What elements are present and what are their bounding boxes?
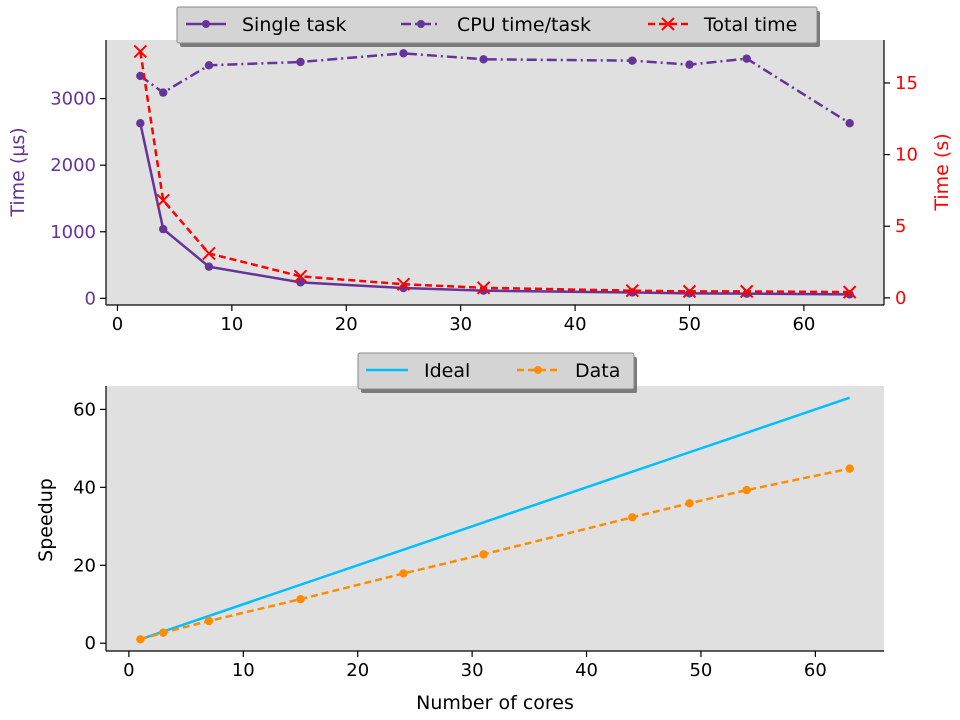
- y-tick-label: 5: [895, 216, 906, 237]
- y-tick-label: 2000: [50, 155, 96, 176]
- x-tick-label: 40: [575, 660, 598, 681]
- data-point-data: [685, 499, 694, 508]
- data-point-cpu-time-per-task: [628, 56, 637, 65]
- series-cpu-time-per-task: [136, 49, 854, 128]
- x-tick-label: 60: [792, 314, 815, 335]
- y-tick-label: 60: [73, 399, 96, 420]
- chart-time: 0 10 20 30 40 50 60 0 1000 2000 3000 Time (μs) 0 5…: [7, 6, 953, 335]
- y-tick-label: 0: [85, 288, 96, 309]
- y-axis-left-time: 0 1000 2000 3000 Time (μs): [7, 40, 107, 309]
- series-total-time: [133, 44, 857, 299]
- data-point-single-task: [296, 278, 305, 287]
- y-axis-right-label: Time (s): [931, 133, 953, 211]
- data-point-total-time: [133, 44, 148, 59]
- x-tick-label: 10: [232, 660, 255, 681]
- x-tick-label: 20: [335, 314, 358, 335]
- y-axis-right-time: 0 5 10 15 Time (s): [883, 40, 953, 309]
- x-tick-label: 30: [449, 314, 472, 335]
- data-point-cpu-time-per-task: [296, 57, 305, 67]
- legend-label: Single task: [242, 14, 346, 36]
- x-tick-label: 50: [678, 314, 701, 335]
- y-axis-speedup: 0 20 40 60 Speedup: [35, 386, 107, 654]
- y-axis-left-label: Time (μs): [7, 127, 29, 217]
- legend-box: [176, 6, 818, 44]
- data-point-data: [845, 464, 854, 473]
- y-tick-label: 40: [73, 477, 96, 498]
- x-tick-label: 40: [564, 314, 587, 335]
- data-point-single-task: [136, 119, 145, 128]
- data-point-data: [628, 513, 637, 522]
- x-tick-label: 20: [346, 660, 369, 681]
- data-point-cpu-time-per-task: [742, 54, 751, 63]
- x-tick-label: 0: [123, 660, 134, 681]
- x-axis-time: 0 10 20 30 40 50 60: [106, 304, 884, 335]
- data-point-total-time: [682, 284, 697, 299]
- x-axis-speedup: 0 10 20 30 40 50 60 Number of cores: [106, 650, 884, 714]
- data-point-total-time: [842, 285, 857, 299]
- data-point-total-time: [293, 269, 308, 284]
- legend-entry-total-time: Total time: [648, 14, 797, 36]
- legend-label: Ideal: [424, 360, 470, 382]
- legend-entry-ideal: Ideal: [366, 360, 470, 382]
- data-point-data: [159, 628, 168, 637]
- data-point-total-time: [202, 246, 216, 261]
- x-tick-label: 0: [112, 314, 123, 335]
- legend-label: Data: [575, 360, 620, 382]
- x-tick-label: 30: [461, 660, 484, 681]
- data-point-data: [136, 635, 145, 644]
- y-axis-label: Speedup: [35, 478, 57, 562]
- data-point-data: [204, 616, 214, 626]
- series-layer-speedup: [136, 396, 854, 644]
- data-point-cpu-time-per-task: [204, 61, 214, 70]
- y-tick-label: 3000: [50, 89, 96, 110]
- legend-box: [357, 352, 635, 390]
- data-point-total-time: [739, 284, 754, 299]
- data-point-total-time: [625, 283, 640, 298]
- data-point-cpu-time-per-task: [399, 49, 408, 58]
- x-axis-label: Number of cores: [416, 692, 574, 714]
- series-line-cpu-time-per-task: [139, 52, 851, 125]
- legend-label: CPU time/task: [457, 14, 591, 36]
- data-point-single-task: [204, 262, 214, 271]
- series-line-ideal: [139, 396, 851, 641]
- data-point-total-time: [476, 281, 491, 295]
- series-layer-time: [133, 44, 857, 299]
- y-tick-label: 0: [85, 633, 96, 654]
- plot-area-time: [106, 40, 884, 305]
- y-tick-label: 20: [73, 555, 96, 576]
- legend-speedup: Ideal Data: [357, 352, 637, 393]
- y-tick-label: 1000: [50, 222, 96, 243]
- legend-entry-data: Data: [517, 360, 620, 382]
- data-point-total-time: [396, 277, 411, 291]
- y-tick-label: 15: [895, 73, 918, 94]
- legend-time: Single task CPU time/task Total time: [176, 6, 820, 47]
- series-line-single-task: [139, 122, 850, 296]
- legend-label: Total time: [703, 14, 797, 36]
- data-point-cpu-time-per-task: [685, 60, 694, 69]
- y-tick-label: 10: [895, 145, 918, 166]
- data-point-total-time: [156, 193, 170, 208]
- data-point-cpu-time-per-task: [159, 88, 168, 97]
- data-point-data: [742, 485, 751, 495]
- legend-entry-single-task: Single task: [186, 14, 346, 36]
- series-ideal: [139, 396, 851, 641]
- data-point-data: [399, 569, 408, 578]
- y-tick-label: 0: [895, 288, 906, 309]
- series-data: [136, 464, 854, 644]
- legend-entry-cpu-time: CPU time/task: [401, 14, 591, 36]
- data-point-cpu-time-per-task: [845, 119, 854, 128]
- data-point-data: [296, 594, 305, 604]
- series-single-task: [136, 119, 854, 299]
- data-point-cpu-time-per-task: [136, 71, 145, 81]
- series-line-data: [139, 467, 850, 641]
- x-tick-label: 60: [804, 660, 827, 681]
- data-point-single-task: [159, 224, 168, 234]
- chart-speedup: 0 10 20 30 40 50 60 Number of cores 0 20 40 60 Sp…: [35, 352, 884, 714]
- x-tick-label: 10: [220, 314, 243, 335]
- data-point-data: [479, 550, 488, 559]
- data-point-cpu-time-per-task: [479, 55, 488, 64]
- x-tick-label: 50: [689, 660, 712, 681]
